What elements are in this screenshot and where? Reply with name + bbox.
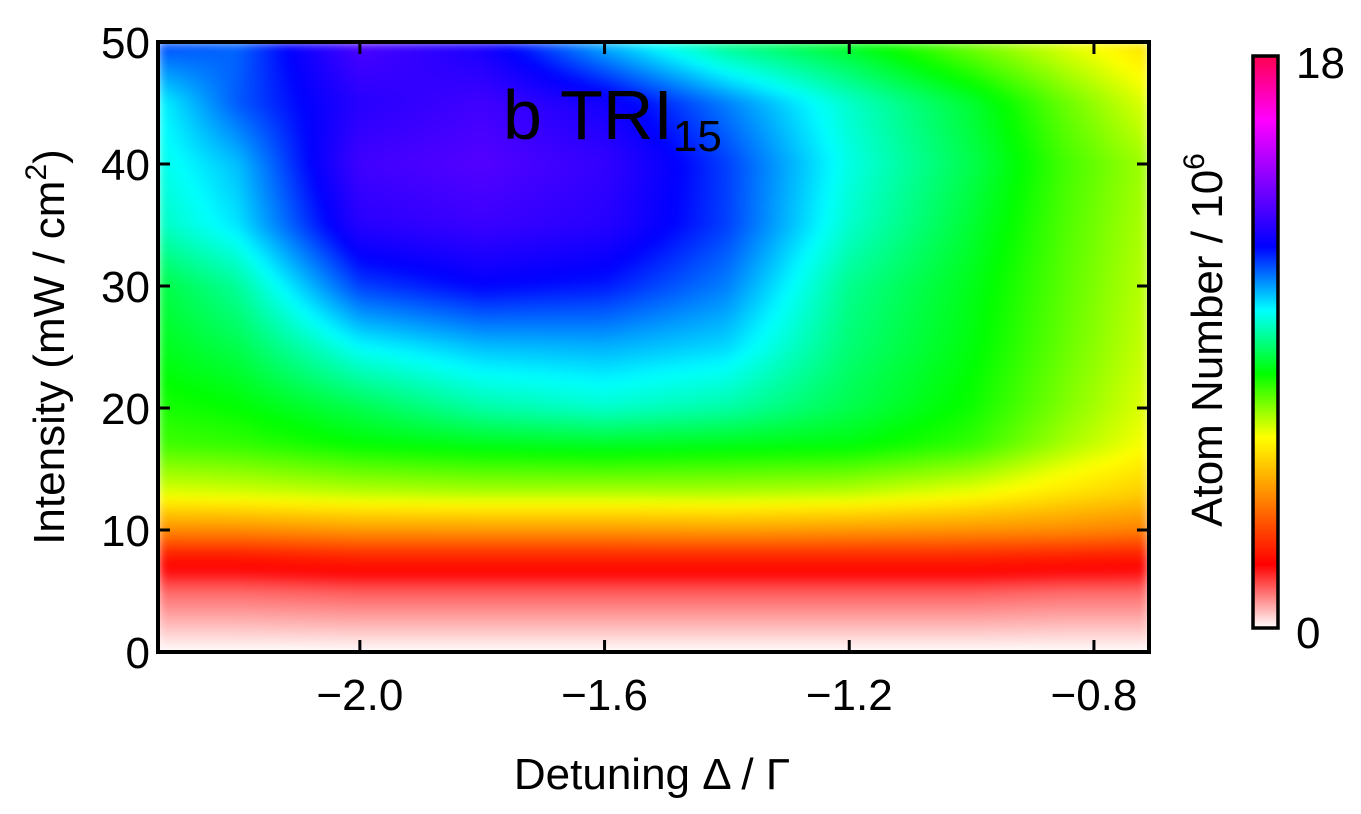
y-axis-label-superscript: 2 (20, 164, 53, 181)
colorbar-min-label: 0 (1296, 609, 1320, 658)
x-axis-ticks: −2.0 −1.6 −1.2 −0.8 (316, 42, 1137, 720)
y-tick-label: 40 (101, 141, 150, 190)
plot-frame (156, 40, 1151, 654)
x-tick-label: −1.6 (561, 671, 648, 720)
y-tick-label: 20 (101, 385, 150, 434)
colorbar-label-main: Atom Number / 10 (1183, 170, 1232, 527)
chart-title: b TRI15 (503, 76, 722, 161)
y-axis-label: Intensity (mW / cm2) (20, 149, 74, 545)
colorbar-label: Atom Number / 106 (1178, 153, 1232, 527)
y-tick-label: 50 (101, 19, 150, 68)
x-tick-label: −1.2 (806, 671, 893, 720)
colorbar-label-superscript: 6 (1178, 153, 1211, 170)
y-axis-label-suffix: ) (25, 149, 74, 164)
colorbar-max-label: 18 (1296, 39, 1345, 88)
y-axis-label-main: Intensity (mW / cm (25, 181, 74, 545)
x-axis-label: Detuning Δ / Γ (514, 750, 790, 799)
colorbar (1251, 54, 1280, 630)
chart-title-subscript: 15 (673, 112, 722, 161)
heatmap-surface (158, 42, 1149, 652)
y-tick-label: 30 (101, 263, 150, 312)
x-tick-label: −0.8 (1051, 671, 1138, 720)
chart-title-main: b TRI (503, 76, 673, 154)
y-tick-label: 0 (126, 629, 150, 678)
y-tick-label: 10 (101, 507, 150, 556)
x-tick-label: −2.0 (316, 671, 403, 720)
y-axis-ticks: 0 10 20 30 40 50 (101, 19, 1149, 678)
